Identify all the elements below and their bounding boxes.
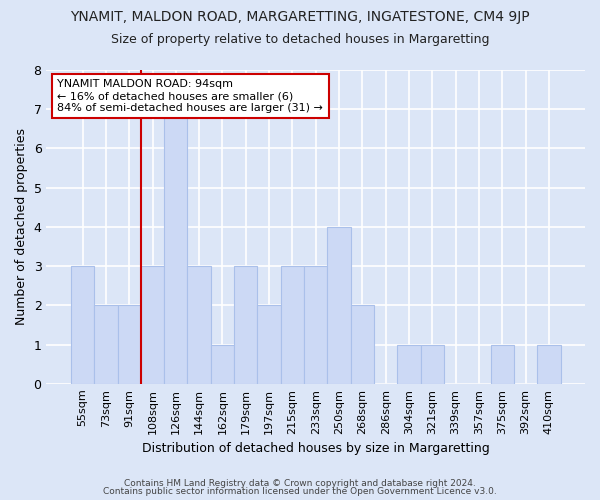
Bar (421, 344, 444, 384)
Text: YNAMIT, MALDON ROAD, MARGARETTING, INGATESTONE, CM4 9JP: YNAMIT, MALDON ROAD, MARGARETTING, INGAT… (70, 10, 530, 24)
Bar (187, 266, 211, 384)
Bar (211, 344, 234, 384)
Bar (537, 344, 560, 384)
Bar (141, 266, 164, 384)
Y-axis label: Number of detached properties: Number of detached properties (15, 128, 28, 326)
Bar (328, 227, 350, 384)
Bar (491, 344, 514, 384)
Bar (71, 266, 94, 384)
Bar (397, 344, 421, 384)
Bar (94, 306, 118, 384)
Bar (234, 266, 257, 384)
Text: Size of property relative to detached houses in Margaretting: Size of property relative to detached ho… (111, 32, 489, 46)
Bar (281, 266, 304, 384)
Bar (257, 306, 281, 384)
Bar (350, 306, 374, 384)
Text: Contains public sector information licensed under the Open Government Licence v3: Contains public sector information licen… (103, 487, 497, 496)
Bar (164, 109, 187, 384)
Bar (118, 306, 141, 384)
Text: YNAMIT MALDON ROAD: 94sqm
← 16% of detached houses are smaller (6)
84% of semi-d: YNAMIT MALDON ROAD: 94sqm ← 16% of detac… (57, 80, 323, 112)
Bar (304, 266, 328, 384)
X-axis label: Distribution of detached houses by size in Margaretting: Distribution of detached houses by size … (142, 442, 490, 455)
Text: Contains HM Land Registry data © Crown copyright and database right 2024.: Contains HM Land Registry data © Crown c… (124, 478, 476, 488)
